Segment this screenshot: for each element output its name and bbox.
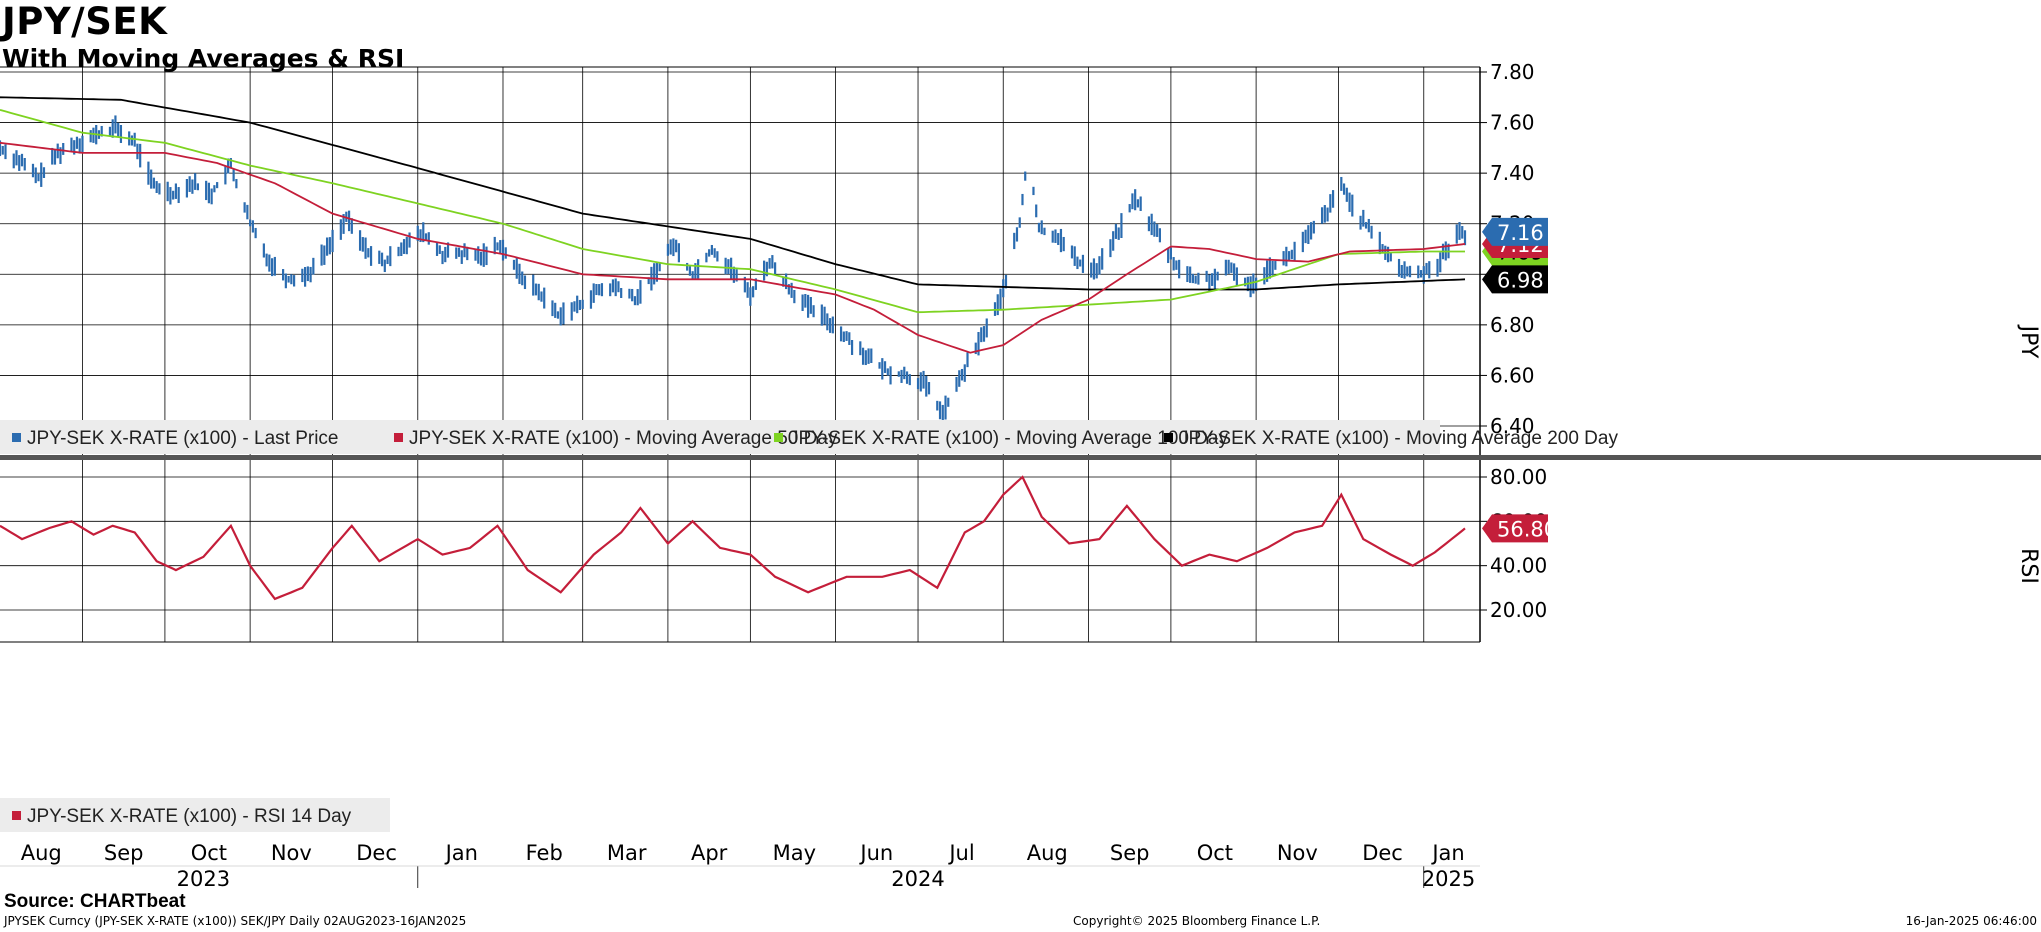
legend-swatch [1164,433,1173,442]
price-tick-label: 6.80 [1490,313,1535,337]
x-tick-label: Aug [1027,841,1068,865]
x-tick-label: Dec [1362,841,1403,865]
chart-title: JPY/SEK [2,0,168,43]
legend-label: JPY-SEK X-RATE (x100) - RSI 14 Day [27,806,352,827]
rsi-tick-label: 80.00 [1490,465,1547,489]
legend-label: JPY-SEK X-RATE (x100) - Moving Average 2… [1179,428,1618,449]
rsi-last-badge: 56.80 [1482,514,1557,543]
x-tick-label: Sep [1110,841,1150,865]
x-tick-label: Feb [526,841,563,865]
x-tick-label: Sep [104,841,144,865]
chart-subtitle: With Moving Averages & RSI [2,44,405,73]
x-year-label: 2024 [891,867,944,891]
x-tick-label: Oct [191,841,227,865]
source-note: Source: CHARTbeat [4,891,186,912]
rsi-legend: JPY-SEK X-RATE (x100) - RSI 14 Day [0,798,390,832]
rsi-tick-label: 40.00 [1490,554,1547,578]
price-tick-label: 6.60 [1490,363,1535,387]
price-tick-label: 6.40 [1490,414,1535,438]
rsi-last-badge-label: 56.80 [1497,517,1557,541]
price-legend-bg [0,420,1440,454]
rsi-axis-title: RSI [2016,548,2041,584]
footer-ticker-info: JPYSEK Curncy (JPY-SEK X-RATE (x100)) SE… [4,914,467,928]
legend-label: JPY-SEK X-RATE (x100) - Moving Average 5… [409,428,838,449]
price-tick-label: 7.40 [1490,161,1535,185]
x-year-label: 2023 [177,867,230,891]
ma200-last-badge-shape [1482,265,1548,294]
x-tick-label: Oct [1197,841,1233,865]
x-tick-label: Nov [271,841,312,865]
x-tick-label: Mar [607,841,647,865]
ma100-line [0,109,1465,314]
rsi-legend-bg [0,798,390,832]
legend-label: JPY-SEK X-RATE (x100) - Moving Average 1… [789,428,1228,449]
x-tick-label: Aug [21,841,62,865]
x-tick-label: Dec [356,841,397,865]
footer-timestamp: 16-Jan-2025 06:46:00 [1905,914,2037,928]
x-tick-label: Jan [1430,841,1464,865]
price-legend: JPY-SEK X-RATE (x100) - Last Price JPY-SE… [0,420,1618,454]
price-last-badge: 7.16 [1482,217,1548,246]
price-tick-label: 7.80 [1490,60,1535,84]
legend-swatch [394,433,403,442]
legend-swatch [12,433,21,442]
legend-swatch [774,433,783,442]
ma50-line [0,141,1466,354]
legend-label: JPY-SEK X-RATE (x100) - Last Price [27,428,339,449]
price-last-badge-shape [1482,217,1548,246]
price-axis-title: JPY [2016,324,2041,359]
ma200-last-badge-label: 6.98 [1497,268,1544,292]
panel-separator [0,455,2041,460]
x-tick-label: Jan [444,841,478,865]
rsi-tick-label: 20.00 [1490,598,1547,622]
x-tick-label: May [773,841,816,865]
x-tick-label: Apr [691,841,728,865]
price-last-badge-label: 7.16 [1497,221,1544,245]
x-tick-label: Jul [947,841,974,865]
rsi-last-badge-shape [1482,514,1548,543]
x-tick-label: Nov [1277,841,1318,865]
rsi-line [0,475,1466,601]
legend-swatch [12,811,21,820]
x-year-label: 2025 [1422,867,1475,891]
footer-copyright: Copyright© 2025 Bloomberg Finance L.P. [1073,914,1321,928]
price-bars [0,115,1467,424]
ma200-line [0,96,1466,291]
price-tick-label: 7.60 [1490,111,1535,135]
ma200-last-badge: 6.98 [1482,265,1548,294]
x-tick-label: Jun [858,841,893,865]
